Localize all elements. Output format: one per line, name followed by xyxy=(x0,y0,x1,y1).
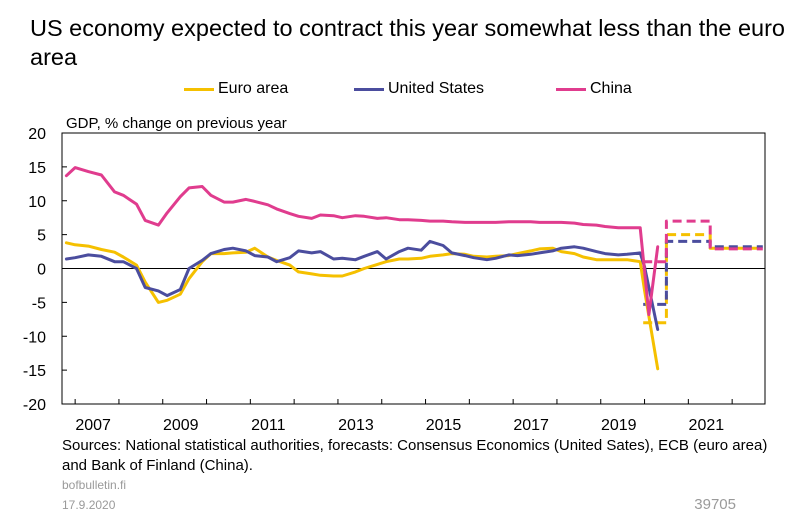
x-tick-label: 2019 xyxy=(601,417,637,434)
site-label: bofbulletin.fi xyxy=(62,478,127,492)
x-tick-label: 2015 xyxy=(426,417,462,434)
legend-swatch-euro-area xyxy=(184,87,214,91)
y-tick-label: 10 xyxy=(28,194,46,211)
y-axis-label: GDP, % change on previous year xyxy=(66,115,287,132)
forecast-line-euro-area xyxy=(643,233,763,325)
y-tick-label: -15 xyxy=(23,363,46,380)
x-tick-label: 2011 xyxy=(251,417,286,434)
y-tick-label: 15 xyxy=(28,160,46,177)
y-tick-label: 0 xyxy=(37,262,46,279)
y-tick-label: 5 xyxy=(37,228,46,245)
y-tick-label: -5 xyxy=(32,295,46,312)
legend-label-united-states: United States xyxy=(388,80,485,97)
legend-label-china: China xyxy=(590,80,632,97)
forecast-line-china xyxy=(643,219,763,264)
legend-item-united-states: United States xyxy=(354,80,484,98)
sources-note: Sources: National statistical authoritie… xyxy=(62,437,768,474)
legend-swatch-united-states xyxy=(354,87,384,91)
x-tick-label: 2013 xyxy=(338,417,374,434)
x-tick-label: 2007 xyxy=(75,417,111,434)
y-tick-label: -10 xyxy=(23,329,46,346)
chart-code: 39705 xyxy=(694,496,736,513)
legend-label-euro-area: Euro area xyxy=(218,80,289,97)
legend-item-euro-area: Euro area xyxy=(184,80,288,98)
series-line-china xyxy=(64,166,660,317)
y-tick-label: 20 xyxy=(28,126,46,143)
series-line-united-states xyxy=(64,239,660,331)
y-tick-label: -20 xyxy=(23,397,46,414)
x-tick-label: 2009 xyxy=(163,417,199,434)
chart-legend: Euro area United States China xyxy=(0,80,800,104)
date-label: 17.9.2020 xyxy=(62,498,116,512)
forecast-line-united-states xyxy=(643,239,763,306)
x-tick-label: 2017 xyxy=(513,417,549,434)
chart-title: US economy expected to contract this yea… xyxy=(30,15,786,70)
legend-item-china: China xyxy=(556,80,632,98)
series-line-euro-area xyxy=(64,241,660,371)
legend-swatch-china xyxy=(556,87,586,91)
x-tick-label: 2021 xyxy=(689,417,725,434)
